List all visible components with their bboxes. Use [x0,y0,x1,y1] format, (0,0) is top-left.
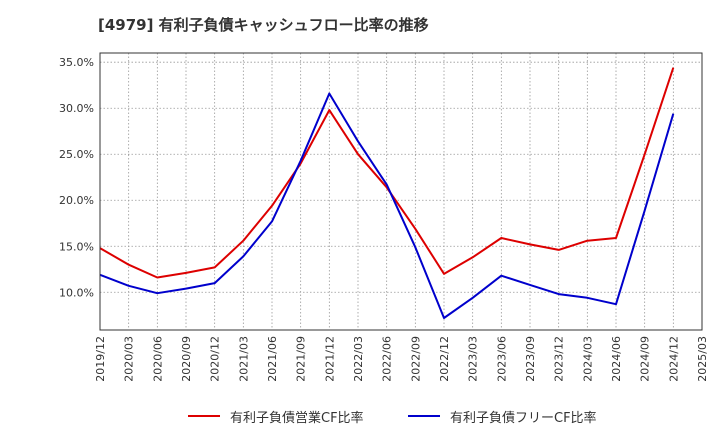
x-tick-label: 2020/09 [180,336,193,382]
series-line-1 [99,67,675,279]
legend-item-free-cf: 有利子負債フリーCF比率 [408,404,597,428]
x-tick-label: 2022/12 [438,336,451,382]
x-tick-label: 2025/03 [696,336,709,382]
x-tick-label: 2024/06 [610,336,623,382]
legend: 有利子負債営業CF比率 有利子負債フリーCF比率 [0,404,720,428]
legend-label-free-cf: 有利子負債フリーCF比率 [450,410,597,426]
x-tick-label: 2024/09 [639,336,652,382]
legend-swatch-blue [408,415,440,417]
x-tick-label: 2020/12 [209,336,222,382]
x-tick-label: 2021/12 [323,336,336,382]
x-tick-label: 2023/09 [524,336,537,382]
x-tick-label: 2023/06 [495,336,508,382]
series-lines [99,67,675,319]
y-tick-label: 15.0% [59,240,94,253]
legend-item-operating-cf: 有利子負債営業CF比率 [188,404,364,428]
y-tick-label: 20.0% [59,194,94,207]
x-tick-label: 2021/09 [295,336,308,382]
x-tick-label: 2022/09 [409,336,422,382]
y-tick-label: 10.0% [59,286,94,299]
plot-frame [99,52,703,331]
y-axis-tick-labels: 10.0% 15.0% 20.0% 25.0% 30.0% 35.0% [59,56,94,299]
x-tick-label: 2020/03 [123,336,136,382]
x-tick-label: 2024/12 [667,336,680,382]
plot-area-background [100,53,702,330]
x-tick-label: 2021/03 [237,336,250,382]
x-tick-label: 2023/12 [553,336,566,382]
x-tick-label: 2022/03 [352,336,365,382]
x-tick-label: 2024/03 [581,336,594,382]
chart-title: [4979] 有利子負債キャッシュフロー比率の推移 [98,16,429,34]
y-tick-label: 30.0% [59,102,94,115]
x-tick-label: 2021/06 [266,336,279,382]
x-tick-label: 2020/06 [151,336,164,382]
x-axis-tick-labels: 2019/12 2020/03 2020/06 2020/09 2020/12 2021/… [94,336,709,382]
legend-swatch-red [188,415,220,417]
x-tick-label: 2019/12 [94,336,107,382]
x-tick-label: 2022/06 [381,336,394,382]
x-tick-label: 2023/03 [467,336,480,382]
y-tick-label: 25.0% [59,148,94,161]
y-tick-label: 35.0% [59,56,94,69]
legend-label-operating-cf: 有利子負債営業CF比率 [230,410,364,426]
series-line-2 [99,92,675,319]
grid-lines [100,53,702,330]
